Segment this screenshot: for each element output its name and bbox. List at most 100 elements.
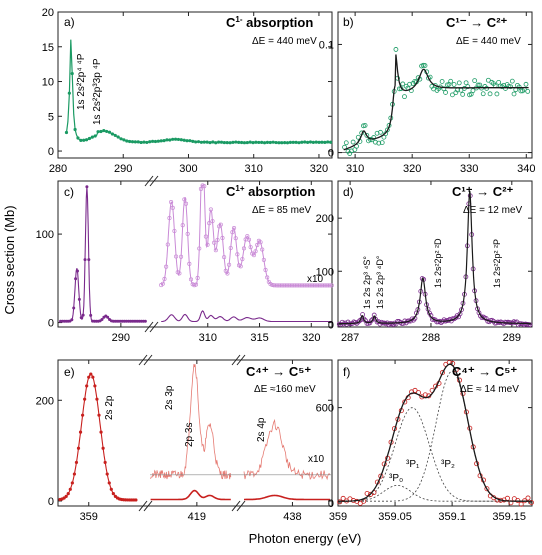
data-point <box>412 387 418 393</box>
data-point <box>111 492 115 496</box>
data-point-x10 <box>261 257 266 262</box>
panel-d-resolution: ΔE = 12 meV <box>463 205 523 216</box>
axis-break <box>231 500 241 512</box>
panel-f-annotation-p2: ³P₂ <box>441 459 455 470</box>
panel-d-annotation-2: 1s 2s 2p³ ⁴D° <box>375 255 385 309</box>
data-point <box>470 88 476 94</box>
data-point <box>343 140 349 146</box>
data-point-x10 <box>198 186 203 192</box>
data-point-x10 <box>241 246 247 251</box>
y-tick-label: 0 <box>328 498 334 510</box>
axis-break <box>236 500 246 512</box>
data-point <box>165 138 169 142</box>
data-point <box>508 84 514 90</box>
panel-a: 0 5 10 15 20 280 290 300 310 320 a) C1- absorptio… <box>42 7 333 175</box>
x-axis-label: Photon energy (eV) <box>249 531 362 546</box>
panel-e-letter: e) <box>64 365 75 379</box>
data-point <box>133 140 137 144</box>
panel-f-annotation-p0: ³P₀ <box>389 473 403 484</box>
data-point <box>79 138 83 142</box>
data-point <box>182 138 186 142</box>
data-point <box>176 137 181 142</box>
data-point-x10 <box>172 228 177 234</box>
data-point-x10 <box>235 252 240 257</box>
x-tick-label: 287 <box>341 332 359 344</box>
data-point-x10 <box>203 234 208 239</box>
data-point <box>480 91 486 97</box>
data-point-x10 <box>251 253 256 258</box>
data-point <box>439 79 445 84</box>
x-tick-label: 419 <box>188 511 206 523</box>
data-point <box>70 318 74 322</box>
data-point <box>74 460 79 465</box>
data-point <box>102 128 106 133</box>
axis-break <box>144 321 154 333</box>
data-point-x10 <box>260 247 265 252</box>
x-tick-label: 359.05 <box>378 511 412 523</box>
data-point <box>91 375 95 379</box>
x-tick-label: 320 <box>302 332 320 344</box>
data-point-x10 <box>238 264 243 269</box>
data-point <box>277 141 281 145</box>
panel-e: 0 200 359 419 438 e) C⁴⁺ → C⁵⁺ ΔE ≈160 meV 2… <box>36 354 333 523</box>
data-point <box>525 495 531 501</box>
data-point <box>248 140 252 144</box>
series-line <box>59 373 137 501</box>
data-point <box>422 63 428 68</box>
data-point <box>110 132 115 136</box>
data-point <box>523 81 529 87</box>
data-point <box>320 140 324 144</box>
data-point <box>153 139 158 144</box>
data-point <box>134 498 138 502</box>
data-point <box>362 122 368 128</box>
data-point <box>196 140 201 144</box>
data-point <box>70 481 74 485</box>
panel-f-title: C⁴⁺ → C⁵⁺ <box>452 364 517 379</box>
data-point <box>105 472 109 476</box>
component-line <box>338 407 532 502</box>
x-tick-label: 320 <box>403 163 421 175</box>
data-point <box>364 321 370 326</box>
data-point <box>528 500 534 506</box>
data-point-x10 <box>227 262 232 267</box>
data-point-x10 <box>195 275 200 281</box>
data-point <box>95 397 99 401</box>
data-point <box>79 316 83 320</box>
y-tick-label: 20 <box>42 7 54 19</box>
data-point <box>87 375 91 379</box>
data-point-x10 <box>183 201 189 206</box>
data-point-x10 <box>213 248 218 253</box>
data-point <box>179 138 183 142</box>
data-point <box>355 319 361 325</box>
data-point <box>364 132 370 138</box>
data-point <box>393 47 399 52</box>
panel-d: 0 100 200 287 288 289 d) C¹⁺ → C²⁺ ΔE = 12 me… <box>316 180 533 344</box>
x-tick-label: 289 <box>503 332 521 344</box>
data-point-x10 <box>265 275 270 280</box>
series-line <box>161 310 332 323</box>
panel-b-letter: b) <box>343 15 354 29</box>
x-tick-label: 300 <box>179 163 197 175</box>
data-point <box>294 140 298 144</box>
data-point-x10 <box>169 200 174 205</box>
data-point-x10 <box>207 221 212 226</box>
x-tick-label: 315 <box>250 332 268 344</box>
x-tick-label: 320 <box>310 163 328 175</box>
data-point <box>376 140 382 146</box>
panel-e-x10-label: x10 <box>308 454 325 465</box>
axis-break <box>143 354 153 366</box>
data-point-x10 <box>202 184 207 189</box>
data-point <box>443 90 448 95</box>
data-point <box>119 137 123 141</box>
data-point <box>150 139 155 143</box>
series-line <box>244 494 330 501</box>
y-tick-label: 0 <box>328 148 334 160</box>
data-point <box>260 140 264 144</box>
data-point <box>465 84 471 90</box>
panel-e-annotation-1: 2s 2p <box>104 395 115 420</box>
data-point <box>64 494 68 498</box>
data-point-x10 <box>228 245 233 251</box>
data-point-x10 <box>258 240 263 245</box>
data-point-x10 <box>164 264 169 269</box>
data-point <box>407 81 413 87</box>
